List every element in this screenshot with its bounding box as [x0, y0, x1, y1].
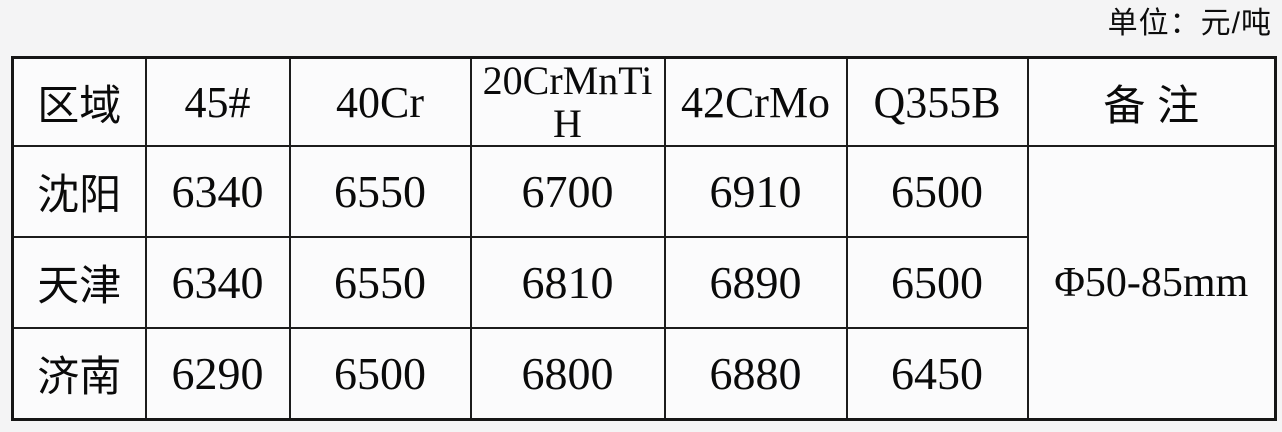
- column-header-region: 区域: [11, 56, 147, 148]
- header-row: 区域 45# 40Cr 20CrMnTiH 42CrMo Q355B 备 注: [11, 56, 1277, 148]
- price-cell: 6500: [845, 145, 1029, 239]
- price-cell: 6340: [144, 145, 291, 239]
- column-header-remark: 备 注: [1026, 56, 1277, 148]
- price-table: 区域 45# 40Cr 20CrMnTiH 42CrMo Q355B 备 注 沈…: [11, 56, 1277, 421]
- table-row-tianjin: 天津 6340 6550 6810 6890 6500: [11, 236, 1276, 330]
- table-row-jinan: 济南 6290 6500 6800 6880 6450: [11, 327, 1276, 421]
- price-cell: 6700: [469, 145, 666, 239]
- region-cell: 济南: [11, 327, 147, 421]
- column-header-42crmo: 42CrMo: [663, 56, 848, 148]
- remark-cell: Φ50-85mm: [1026, 145, 1277, 421]
- price-cell: 6550: [288, 145, 472, 239]
- region-cell: 天津: [11, 236, 147, 330]
- column-header-45: 45#: [144, 56, 291, 148]
- price-cell: 6890: [663, 236, 848, 330]
- price-cell: 6550: [288, 236, 472, 330]
- price-cell: 6500: [288, 327, 472, 421]
- price-cell: 6880: [663, 327, 848, 421]
- column-header-40cr: 40Cr: [288, 56, 472, 148]
- price-cell: 6340: [144, 236, 291, 330]
- unit-label: 单位：元/吨: [1107, 7, 1272, 40]
- region-cell: 沈阳: [11, 145, 147, 239]
- column-header-q355b: Q355B: [845, 56, 1029, 148]
- column-header-20crmntih: 20CrMnTiH: [469, 56, 666, 148]
- price-cell: 6810: [469, 236, 666, 330]
- table-row-shenyang: 沈阳 6340 6550 6700 6910 6500 Φ50-85mm: [11, 145, 1277, 421]
- price-cell: 6290: [144, 327, 291, 421]
- price-cell: 6910: [663, 145, 848, 239]
- price-cell: 6450: [845, 327, 1029, 421]
- price-cell: 6800: [469, 327, 666, 421]
- price-cell: 6500: [845, 236, 1029, 330]
